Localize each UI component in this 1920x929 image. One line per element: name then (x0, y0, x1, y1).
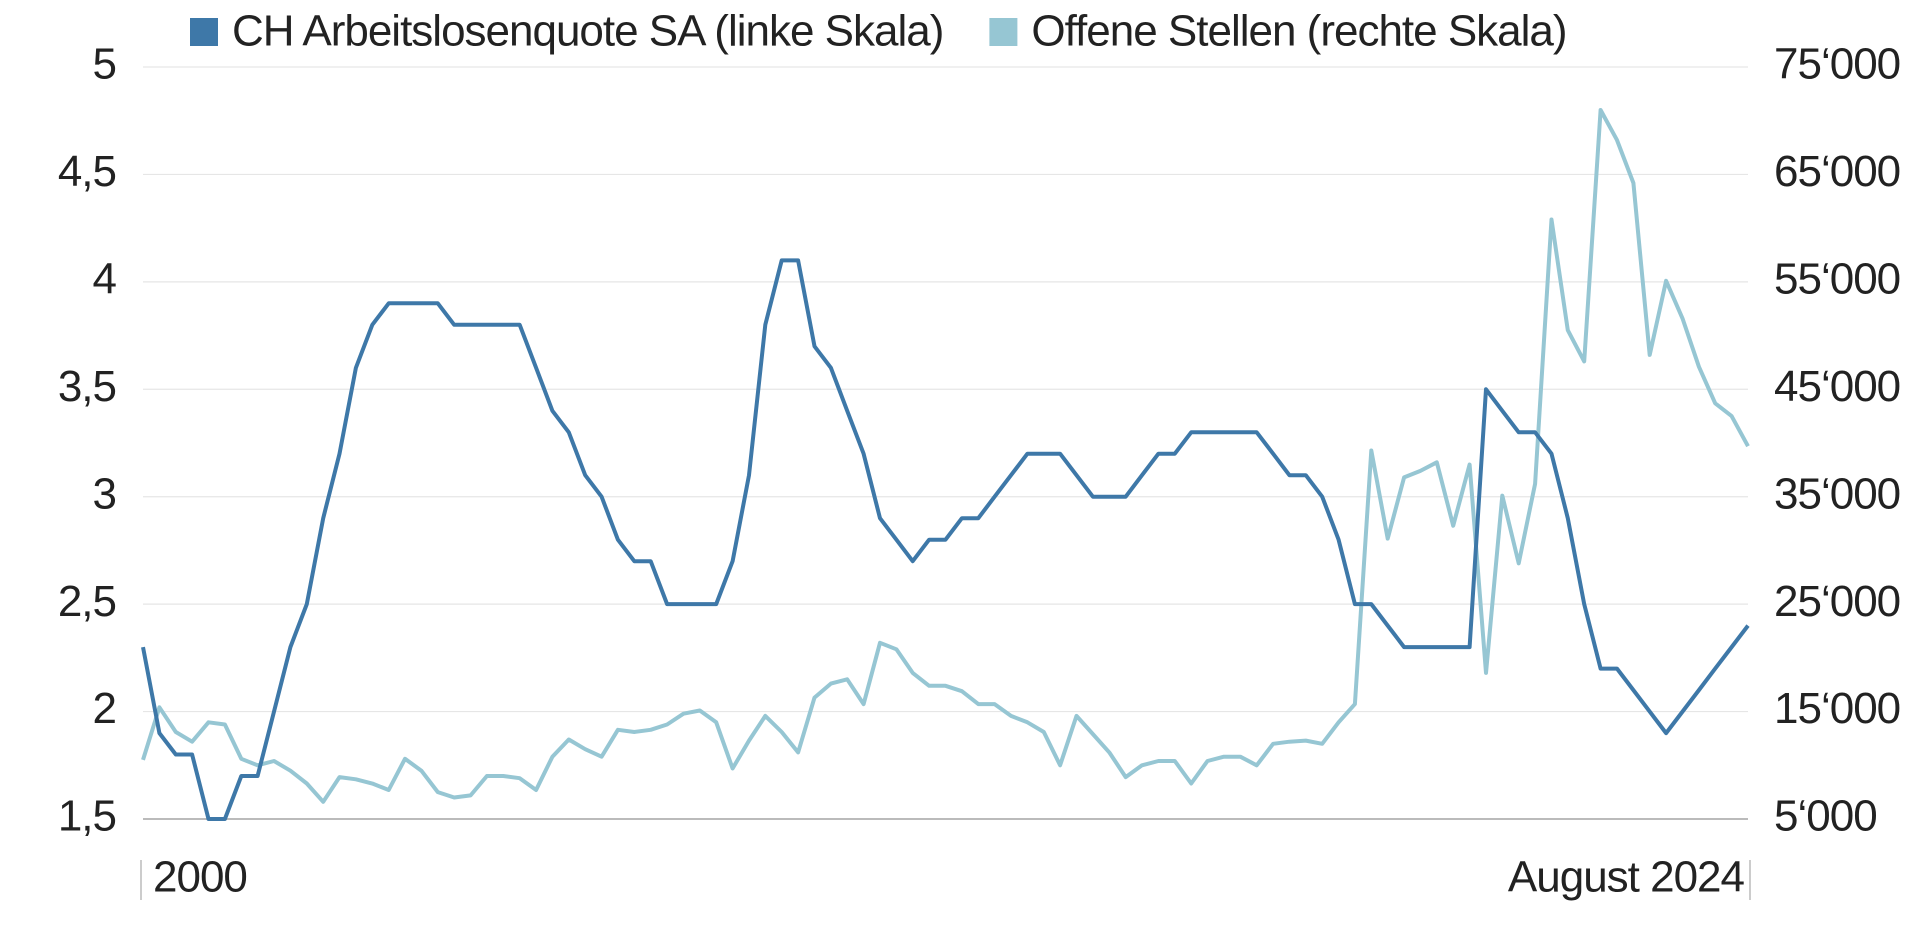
legend-swatch (190, 18, 218, 46)
y2-tick-label: 45‘000 (1774, 362, 1900, 411)
y-tick-label: 4,5 (58, 147, 116, 196)
y-tick-label: 3,5 (58, 362, 116, 411)
legend-label: CH Arbeitslosenquote SA (linke Skala) (232, 7, 943, 56)
data-line (141, 108, 1750, 804)
y2-tick-label: 5‘000 (1774, 792, 1877, 841)
y-tick-label: 2,5 (58, 577, 116, 626)
y2-tick-label: 25‘000 (1774, 577, 1900, 626)
data-line (141, 258, 1750, 821)
legend-swatch (989, 18, 1018, 46)
y-tick-label: 5 (93, 40, 116, 89)
y2-tick-label: 75‘000 (1774, 40, 1900, 89)
x-tick-label: August 2024 (1508, 853, 1745, 902)
y2-tick-label: 65‘000 (1774, 147, 1900, 196)
y-tick-label: 4 (93, 254, 117, 303)
x-tick-label: 2000 (153, 853, 247, 902)
y2-tick-label: 55‘000 (1774, 254, 1900, 303)
legend-label: Offene Stellen (rechte Skala) (1031, 7, 1566, 56)
y2-tick-label: 15‘000 (1774, 684, 1900, 733)
y-tick-label: 2 (93, 684, 116, 733)
y-tick-label: 3 (93, 469, 116, 518)
y2-tick-label: 35‘000 (1774, 469, 1900, 518)
y-tick-label: 1,5 (58, 792, 116, 841)
